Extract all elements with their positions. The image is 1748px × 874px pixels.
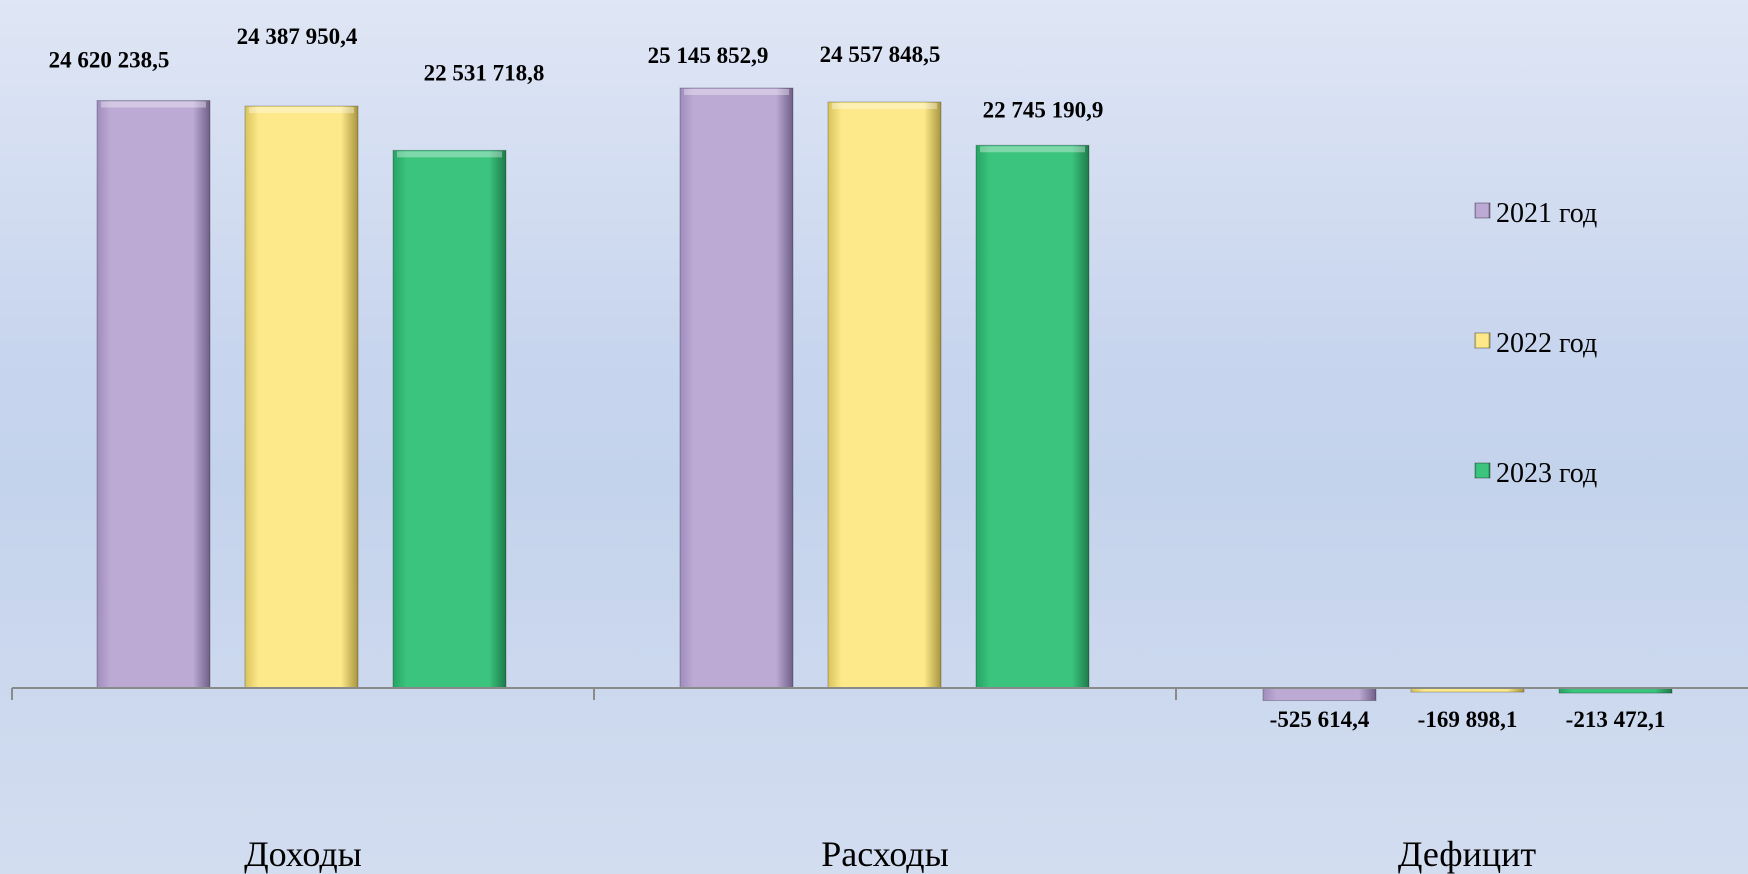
bar-highlight [832,103,937,110]
bar-3-1 [392,149,507,689]
legend-label-1: 2021 год [1496,198,1597,229]
data-label-3-3: -213 472,1 [1566,707,1666,732]
bar-highlight [980,146,1085,153]
bar-1-1 [96,100,211,689]
category-label-2: Расходы [821,834,949,874]
data-label-2-1: 24 387 950,4 [237,24,358,49]
bar-1-2 [679,87,794,689]
category-label-1: Доходы [244,834,362,874]
legend: 2021 год 2022 год 2023 год [1474,198,1597,489]
bar-3-2 [975,144,1090,689]
legend-label-3: 2023 год [1496,458,1597,489]
data-label-3-2: 22 745 190,9 [983,97,1104,122]
data-label-2-3: -169 898,1 [1418,707,1518,732]
legend-swatch-2 [1474,332,1491,349]
bar-2-1 [244,105,359,689]
legend-label-2: 2022 год [1496,328,1597,359]
data-label-3-1: 22 531 718,8 [424,60,545,85]
category-labels-group: Доходы Расходы Дефицит [244,834,1536,874]
x-axis [11,687,1748,700]
data-label-2-2: 24 557 848,5 [820,42,941,67]
data-label-1-2: 25 145 852,9 [648,43,769,68]
bar-2-2 [827,101,942,689]
data-labels-group: 24 620 238,5 24 387 950,4 22 531 718,8 25 1… [49,24,1666,732]
bar-highlight [684,89,789,95]
legend-swatch-3 [1474,462,1491,479]
bar-highlight [249,107,354,114]
data-label-1-1: 24 620 238,5 [49,48,170,73]
data-label-1-3: -525 614,4 [1270,707,1370,732]
bar-highlight [101,101,206,108]
bars-group [96,87,1673,702]
legend-swatch-1 [1474,202,1491,219]
category-label-3: Дефицит [1398,834,1537,874]
bar-highlight [397,151,502,158]
bar-1-3 [1262,687,1377,702]
